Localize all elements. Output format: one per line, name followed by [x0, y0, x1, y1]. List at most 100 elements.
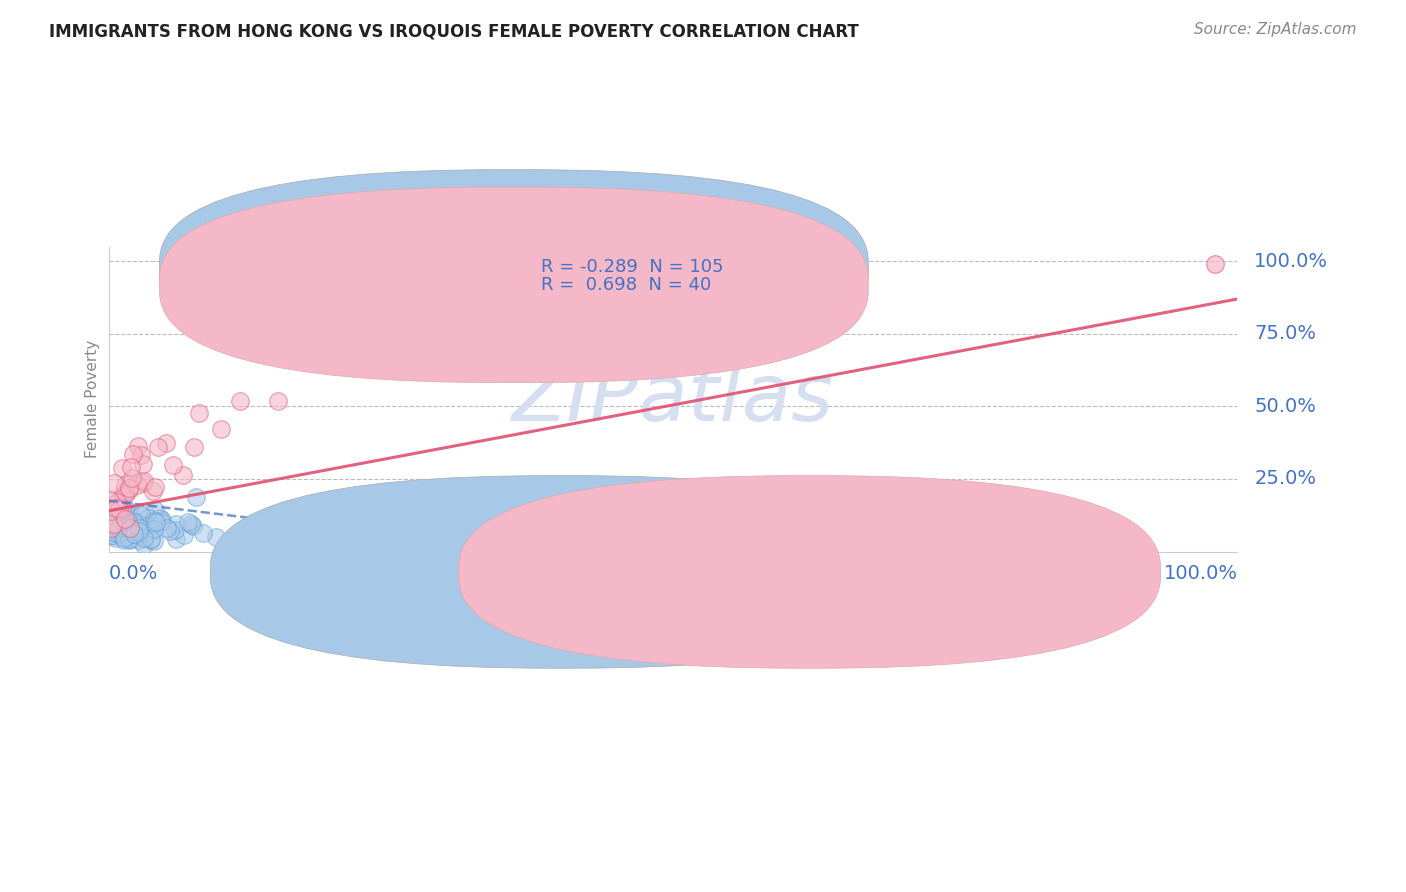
Point: [115, 521, 138, 535]
Point: [114, 526, 136, 541]
Point: [101, 518, 124, 533]
Text: Immigrants from Hong Kong: Immigrants from Hong Kong: [579, 563, 814, 581]
Text: IMMIGRANTS FROM HONG KONG VS IROQUOIS FEMALE POVERTY CORRELATION CHART: IMMIGRANTS FROM HONG KONG VS IROQUOIS FE…: [49, 22, 859, 40]
Point: [142, 483, 165, 498]
Point: [205, 530, 228, 544]
Point: [118, 533, 141, 547]
Point: [120, 460, 142, 475]
Point: [121, 471, 143, 485]
Point: [100, 515, 122, 529]
Point: [142, 534, 165, 549]
Point: [118, 532, 141, 546]
Point: [101, 524, 124, 539]
Point: [112, 486, 135, 500]
Point: [127, 439, 149, 453]
Point: [112, 531, 135, 545]
Point: [141, 518, 163, 533]
Point: [110, 507, 132, 521]
Point: [107, 518, 129, 533]
Point: [107, 496, 129, 510]
Point: [159, 524, 181, 538]
Point: [111, 519, 134, 533]
Point: [112, 499, 135, 513]
Text: Source: ZipAtlas.com: Source: ZipAtlas.com: [1194, 22, 1357, 37]
Text: 50.0%: 50.0%: [1254, 397, 1316, 416]
Point: [209, 422, 232, 436]
Point: [132, 474, 155, 488]
Point: [139, 522, 162, 536]
Point: [110, 501, 132, 516]
Point: [112, 522, 135, 536]
Point: [103, 518, 125, 533]
Y-axis label: Female Poverty: Female Poverty: [86, 340, 100, 458]
Point: [128, 533, 150, 547]
Point: [121, 523, 143, 537]
Point: [114, 511, 136, 525]
Point: [105, 532, 128, 546]
Point: [146, 440, 169, 454]
Point: [112, 533, 135, 547]
Point: [145, 516, 167, 530]
Point: [150, 513, 173, 527]
Point: [124, 527, 146, 541]
Point: [107, 526, 129, 541]
Point: [128, 529, 150, 543]
Text: 25.0%: 25.0%: [1254, 469, 1316, 489]
Point: [132, 458, 155, 472]
Point: [101, 523, 124, 537]
Point: [228, 393, 250, 408]
Point: [124, 516, 146, 530]
Point: [1204, 257, 1226, 271]
FancyBboxPatch shape: [159, 187, 869, 383]
Text: 100.0%: 100.0%: [1254, 252, 1329, 271]
Point: [122, 447, 145, 461]
FancyBboxPatch shape: [211, 475, 912, 668]
Point: [267, 393, 290, 408]
Point: [129, 508, 152, 523]
Point: [111, 461, 134, 475]
Point: [176, 515, 198, 529]
Point: [110, 513, 132, 527]
Text: R = -0.289  N = 105: R = -0.289 N = 105: [541, 259, 724, 277]
Point: [104, 501, 127, 516]
Point: [143, 514, 166, 528]
Point: [115, 520, 138, 534]
FancyBboxPatch shape: [458, 475, 1160, 668]
Point: [129, 521, 152, 535]
Point: [100, 516, 122, 530]
Point: [103, 516, 125, 530]
Point: [114, 500, 136, 515]
Point: [107, 521, 129, 535]
Point: [103, 476, 125, 491]
Text: ZIPatlas: ZIPatlas: [512, 360, 834, 438]
Point: [156, 521, 179, 535]
Point: [108, 527, 131, 541]
Point: [107, 509, 129, 524]
Point: [139, 533, 162, 548]
Point: [162, 458, 184, 472]
Point: [142, 522, 165, 536]
Point: [114, 487, 136, 501]
Point: [114, 517, 136, 532]
Point: [108, 513, 131, 527]
Point: [110, 524, 132, 538]
Point: [129, 524, 152, 538]
Point: [165, 523, 187, 537]
Point: [139, 533, 162, 547]
Point: [114, 477, 136, 491]
Point: [117, 524, 139, 539]
Point: [172, 468, 194, 483]
Point: [101, 528, 124, 542]
Point: [117, 515, 139, 529]
Point: [111, 507, 134, 521]
Point: [181, 519, 204, 533]
Point: [165, 516, 187, 531]
Text: 0.0%: 0.0%: [108, 564, 157, 582]
Point: [100, 503, 122, 517]
Point: [98, 516, 121, 530]
Point: [100, 521, 122, 535]
Point: [186, 490, 208, 504]
Point: [143, 503, 166, 517]
Point: [179, 516, 201, 531]
Point: [134, 538, 156, 552]
